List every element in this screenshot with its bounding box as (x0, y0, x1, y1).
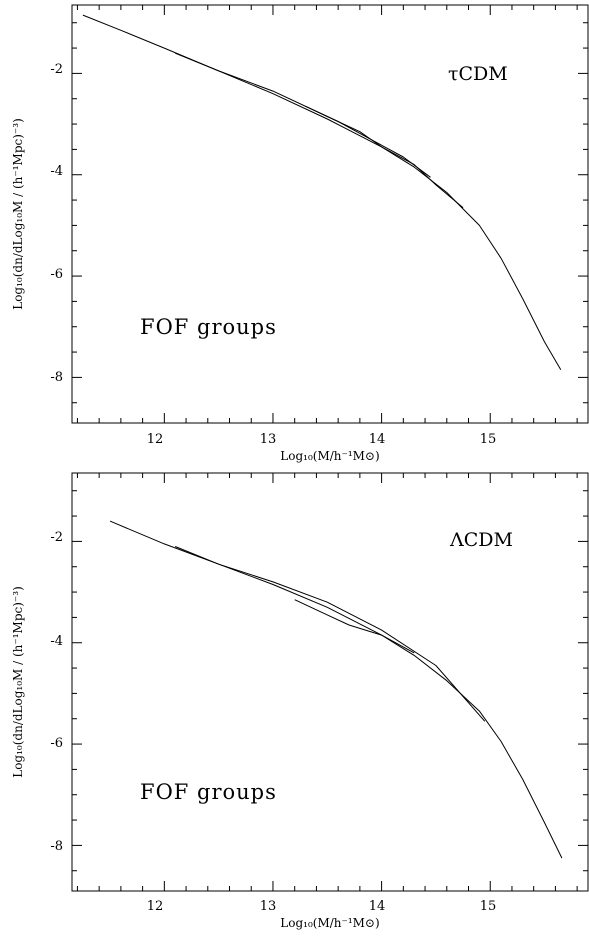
top-tick-marks (72, 5, 588, 423)
bottom-ytick-label-m2: -2 (50, 530, 63, 545)
bottom-xtick-label-15: 15 (480, 899, 497, 914)
bottom-ytick-label-m4: -4 (50, 634, 63, 649)
top-ytick-label-m6: -6 (50, 267, 63, 282)
bottom-ytick-label-m8: -8 (50, 839, 63, 854)
bottom-xtick-label-12: 12 (147, 899, 164, 914)
top-y-axis-label: Log₁₀(dn/dLog₁₀M / (h⁻¹Mpc)⁻³) (11, 118, 25, 310)
top-xtick-label-15: 15 (480, 432, 497, 447)
top-ytick-label-m4: -4 (50, 164, 63, 179)
bottom-xtick-label-14: 14 (369, 899, 386, 914)
bottom-ytick-label-m6: -6 (50, 736, 63, 751)
top-series-line-3 (305, 105, 431, 178)
bottom-x-axis-label: Log₁₀(M/h⁻¹M⊙) (280, 916, 379, 930)
top-series-line-1 (82, 14, 562, 371)
bottom-y-axis-label: Log₁₀(dn/dLog₁₀M / (h⁻¹Mpc)⁻³) (11, 586, 25, 778)
bottom-tick-marks (72, 473, 588, 891)
bottom-plot-frame (71, 472, 589, 892)
chart-top: 12 13 14 15 -2 -4 -6 -8 Log₁₀(M/h⁻¹M⊙) L… (11, 4, 589, 463)
top-plot-frame (71, 4, 589, 424)
top-x-axis-label: Log₁₀(M/h⁻¹M⊙) (280, 449, 379, 463)
top-xtick-label-12: 12 (147, 432, 164, 447)
chart-bottom: 12 13 14 15 -2 -4 -6 -8 Log₁₀(M/h⁻¹M⊙) L… (11, 472, 589, 930)
top-panel-label: τCDM (448, 63, 508, 85)
top-annotation: FOF groups (140, 315, 277, 339)
top-series-line-2 (175, 52, 464, 209)
bottom-panel-label: ΛCDM (449, 529, 513, 551)
bottom-series-line-3 (294, 599, 415, 654)
bottom-annotation: FOF groups (140, 780, 277, 804)
bottom-series-line-2 (175, 546, 486, 722)
top-ytick-label-m2: -2 (50, 62, 63, 77)
top-ytick-label-m8: -8 (50, 370, 63, 385)
bottom-series-line-1 (109, 520, 563, 859)
top-series-group (82, 14, 562, 371)
bottom-series-group (109, 520, 563, 859)
top-xtick-label-14: 14 (369, 432, 386, 447)
bottom-xtick-label-13: 13 (260, 899, 277, 914)
top-xtick-label-13: 13 (260, 432, 277, 447)
